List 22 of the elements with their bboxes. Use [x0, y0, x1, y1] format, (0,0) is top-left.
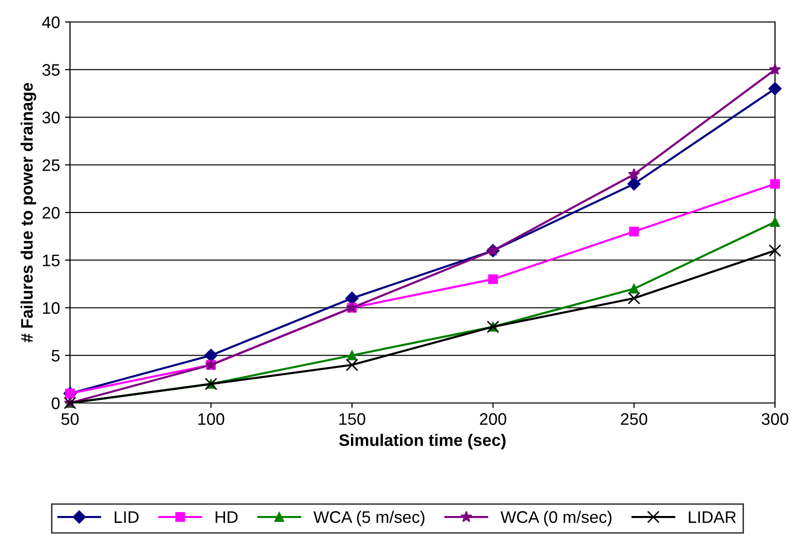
- x-tick-label: 300: [762, 413, 788, 425]
- y-tick-label: 15: [43, 254, 60, 266]
- legend-label: LID: [114, 511, 139, 523]
- x-tick-label: 150: [339, 413, 366, 425]
- y-tick-label: 10: [43, 302, 60, 314]
- legend-label: WCA (0 m/sec): [500, 510, 612, 526]
- x-tick-label: 100: [198, 413, 224, 425]
- y-tick-label: 25: [42, 159, 60, 172]
- x-axis-title: Simulation time (sec): [339, 434, 506, 450]
- y-tick-label: 40: [42, 16, 60, 28]
- y-tick-label: 5: [52, 350, 60, 362]
- y-tick-label: 20: [42, 206, 60, 219]
- x-tick-label: 250: [620, 413, 648, 425]
- legend-label: HD: [216, 511, 238, 523]
- y-axis-title: # Failures due to power drainage: [20, 82, 36, 342]
- y-tick-label: 35: [42, 64, 60, 76]
- x-tick-label: 200: [480, 413, 506, 425]
- x-tick-label: 50: [61, 413, 79, 425]
- y-tick-label: 0: [52, 397, 60, 410]
- y-tick-label: 30: [42, 112, 60, 124]
- legend-label: WCA (5 m/sec): [313, 510, 424, 526]
- legend-label: LIDAR: [688, 511, 736, 523]
